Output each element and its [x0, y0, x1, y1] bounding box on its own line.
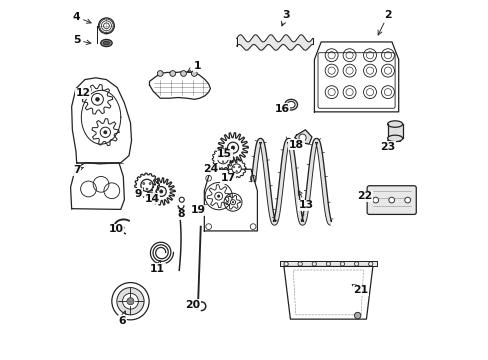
Circle shape: [100, 127, 110, 138]
Text: 3: 3: [281, 10, 290, 26]
Circle shape: [142, 183, 144, 185]
Text: 24: 24: [203, 163, 218, 174]
Circle shape: [160, 190, 163, 193]
Polygon shape: [294, 130, 311, 144]
Circle shape: [169, 71, 175, 76]
Text: 7: 7: [73, 165, 83, 175]
Polygon shape: [225, 195, 240, 209]
Polygon shape: [70, 163, 124, 210]
Circle shape: [233, 166, 234, 168]
Circle shape: [156, 186, 166, 197]
Text: 6: 6: [119, 311, 126, 325]
Circle shape: [222, 161, 224, 163]
Polygon shape: [218, 133, 247, 163]
Ellipse shape: [387, 135, 402, 141]
Polygon shape: [149, 72, 210, 99]
Text: 5: 5: [73, 35, 91, 45]
Text: 15: 15: [217, 149, 232, 159]
Text: 2: 2: [377, 10, 391, 35]
Text: 14: 14: [144, 194, 159, 204]
Circle shape: [354, 312, 360, 319]
Polygon shape: [314, 42, 398, 112]
Text: 4: 4: [73, 12, 91, 23]
Circle shape: [126, 298, 134, 305]
Text: 9: 9: [135, 188, 143, 199]
Polygon shape: [207, 185, 230, 208]
Text: 19: 19: [191, 205, 206, 216]
Circle shape: [230, 200, 235, 205]
Ellipse shape: [286, 102, 294, 108]
Circle shape: [232, 201, 233, 203]
Polygon shape: [82, 85, 112, 114]
Polygon shape: [147, 178, 175, 205]
Polygon shape: [92, 119, 119, 146]
Circle shape: [238, 166, 239, 168]
Text: 11: 11: [150, 260, 165, 274]
Circle shape: [95, 97, 99, 101]
Circle shape: [298, 134, 305, 141]
Text: 17: 17: [221, 172, 235, 183]
Circle shape: [117, 288, 144, 315]
Text: 22: 22: [356, 191, 372, 201]
Circle shape: [180, 71, 186, 76]
Circle shape: [146, 188, 148, 190]
Circle shape: [191, 71, 197, 76]
Circle shape: [91, 93, 103, 105]
Circle shape: [404, 197, 410, 203]
Text: 8: 8: [177, 209, 184, 219]
Polygon shape: [227, 159, 245, 178]
Circle shape: [219, 156, 221, 158]
Ellipse shape: [103, 41, 109, 45]
Circle shape: [235, 171, 237, 172]
Circle shape: [141, 179, 153, 192]
Text: 1: 1: [187, 61, 201, 72]
Text: 23: 23: [380, 141, 395, 152]
Ellipse shape: [284, 99, 297, 110]
Circle shape: [112, 283, 149, 320]
Text: 18: 18: [288, 140, 304, 150]
Text: 20: 20: [184, 299, 200, 310]
Ellipse shape: [101, 40, 112, 46]
Circle shape: [157, 71, 163, 76]
Text: 16: 16: [274, 104, 289, 114]
Circle shape: [372, 197, 378, 203]
Circle shape: [231, 146, 234, 149]
Circle shape: [214, 192, 222, 200]
Text: 12: 12: [76, 88, 90, 98]
Polygon shape: [135, 173, 159, 198]
Circle shape: [217, 153, 228, 164]
Polygon shape: [251, 138, 331, 225]
Circle shape: [149, 183, 151, 185]
Text: 10: 10: [108, 225, 123, 234]
Polygon shape: [284, 266, 372, 319]
Polygon shape: [72, 78, 131, 164]
FancyBboxPatch shape: [366, 186, 415, 215]
Circle shape: [217, 195, 220, 197]
Circle shape: [227, 142, 238, 153]
Polygon shape: [204, 169, 257, 231]
Polygon shape: [212, 148, 233, 169]
Text: 21: 21: [351, 284, 368, 296]
Circle shape: [103, 131, 107, 134]
Bar: [387, 124, 402, 138]
Ellipse shape: [387, 121, 402, 127]
Circle shape: [231, 164, 241, 173]
Text: 13: 13: [298, 190, 313, 210]
Circle shape: [122, 293, 138, 309]
Circle shape: [388, 197, 394, 203]
Circle shape: [224, 156, 226, 158]
Polygon shape: [279, 261, 376, 266]
